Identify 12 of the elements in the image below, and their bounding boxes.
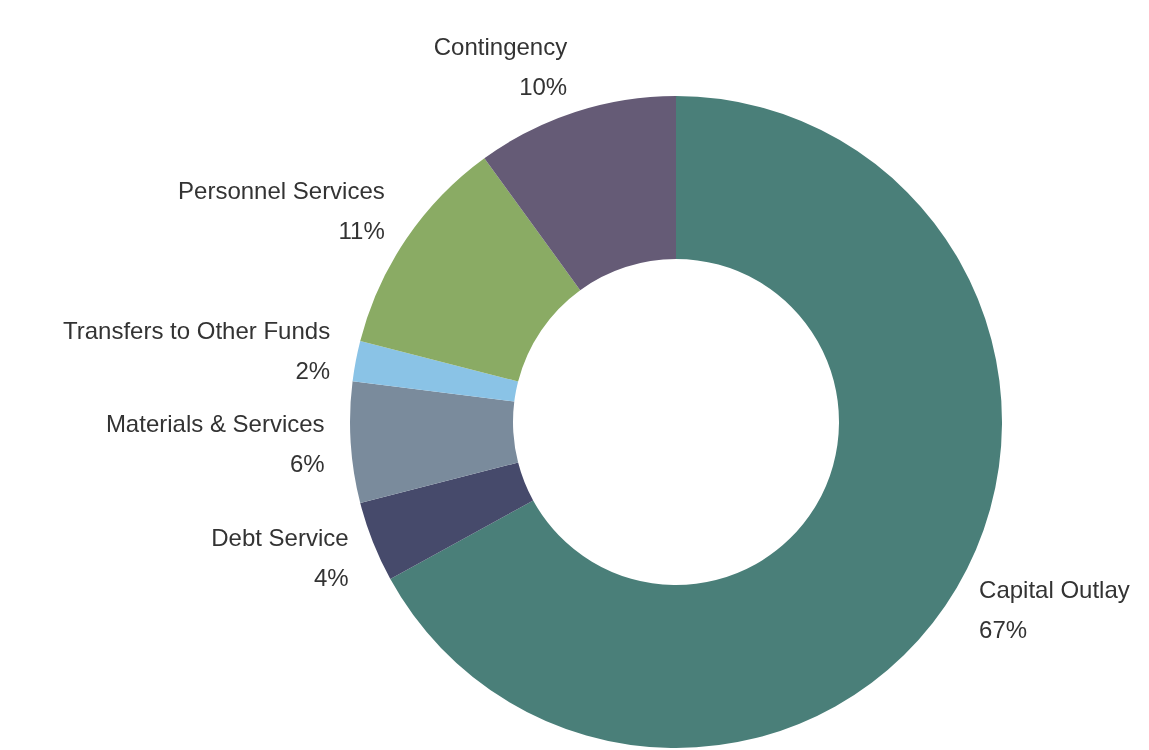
data-label: 67% (979, 616, 1028, 644)
slice-label: Transfers to Other Funds (62, 316, 331, 344)
slice-label: Personnel Services (178, 177, 385, 205)
data-label: 6% (289, 449, 325, 477)
slice-label: Debt Service (211, 523, 349, 551)
data-label: 11% (338, 217, 385, 245)
data-label: 4% (313, 563, 349, 591)
data-label: 2% (295, 356, 331, 384)
data-label: 10% (519, 72, 568, 100)
slice-label: Capital Outlay (979, 576, 1130, 604)
slice-label: Contingency (433, 32, 568, 60)
slice-label: Materials & Services (105, 409, 325, 437)
